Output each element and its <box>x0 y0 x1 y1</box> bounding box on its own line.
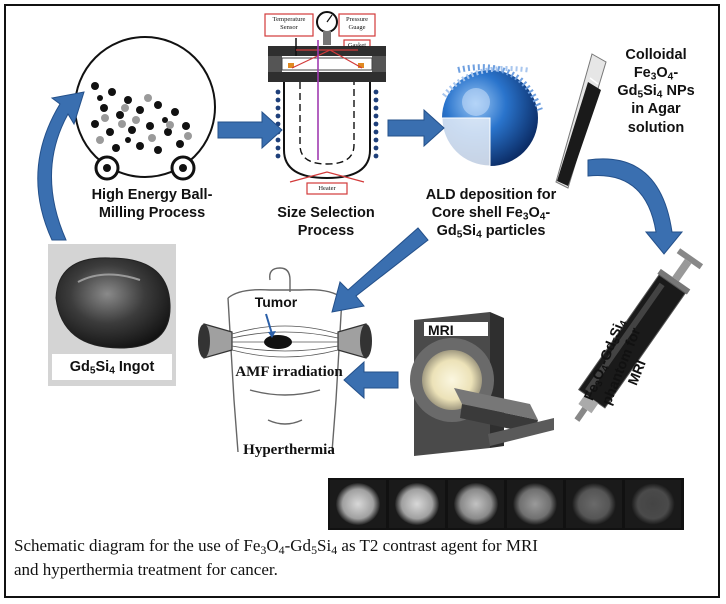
size-selection-label: Size Selection Process <box>277 205 375 240</box>
colloidal-tube <box>555 53 607 189</box>
mri-scanner <box>410 312 554 456</box>
core-shell-particle <box>441 64 543 167</box>
amf-irradiation-label: AMF irradiation <box>235 364 343 380</box>
tumor-label: Tumor <box>254 294 298 310</box>
gasket-label: Gasket <box>347 42 367 49</box>
flow-arrows <box>37 91 684 400</box>
ball-mill-drum <box>74 36 216 181</box>
ingot-label: Gd5Si4 Ingot <box>69 359 155 377</box>
caption-line-2: and hyperthermia treatment for cancer. <box>14 560 278 579</box>
caption-line-1: Schematic diagram for the use of Fe3O4-G… <box>14 536 538 557</box>
ball-milling-label: High Energy Ball- Milling Process <box>91 187 213 222</box>
syringe <box>574 248 704 422</box>
ingot-photo <box>48 244 176 386</box>
pressure-gauge-label: Pressure Guage <box>345 16 369 31</box>
amf-coils <box>198 313 372 359</box>
ald-deposition-label: ALD deposition for Core shell Fe3O4- Gd5… <box>425 187 557 241</box>
heater-label: Heater <box>318 185 336 192</box>
mri-scan-strip <box>328 478 684 530</box>
colloidal-label: Colloidal Fe3O4- Gd5Si4 NPs in Agar solu… <box>617 47 695 136</box>
size-selection-apparatus <box>264 11 386 195</box>
temperature-sensor-label: Temperature Sensor <box>272 16 306 31</box>
hyperthermia-label: Hyperthermia <box>243 442 335 458</box>
figure-caption: Schematic diagram for the use of Fe3O4-G… <box>14 534 704 582</box>
mri-label: MRI <box>428 322 454 338</box>
